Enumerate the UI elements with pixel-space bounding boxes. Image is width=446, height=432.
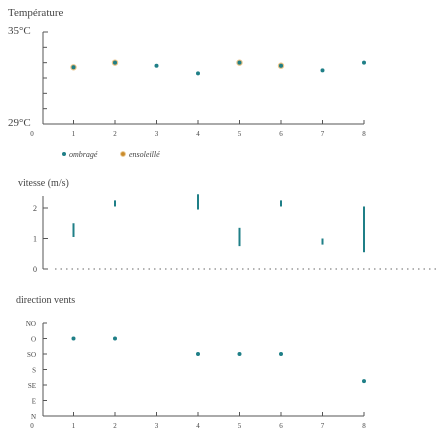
y-tick-label: 0 — [33, 265, 37, 274]
x-tick-label: 7 — [321, 130, 325, 138]
x-tick-label: 5 — [238, 422, 242, 430]
speed-title: vitesse (m/s) — [18, 178, 69, 189]
x-tick-label: 8 — [362, 130, 366, 138]
point-ombrage — [279, 63, 283, 68]
x-tick-label: 4 — [196, 130, 200, 138]
point-direction — [113, 336, 117, 341]
y-tick-label: SE — [28, 382, 36, 390]
point-ombrage — [362, 60, 366, 65]
x-tick-label: 3 — [155, 422, 159, 430]
x-tick-label: 5 — [238, 130, 242, 138]
x-tick-label: 0 — [30, 422, 34, 430]
temperature-ymax-label: 35°C — [8, 25, 31, 37]
point-ombrage — [71, 65, 76, 70]
point-ombrage — [237, 60, 242, 65]
point-direction — [71, 336, 76, 341]
x-tick-label: 1 — [72, 422, 76, 430]
direction-chart: direction vents NE SE S SO O NO 0 1 2 3 4 5 6 7 8 — [16, 295, 366, 430]
y-tick-label: 2 — [33, 204, 37, 213]
point-ombrage — [113, 60, 117, 65]
legend-marker-ombrage — [62, 152, 66, 156]
point-direction — [237, 352, 242, 356]
legend-label-ensoleille: ensoleillé — [129, 150, 160, 159]
x-tick-label: 8 — [362, 422, 366, 430]
point-direction — [196, 352, 200, 356]
temperature-chart: Température 35°C 29°C 0 1 2 3 4 5 6 7 8 ombragé … — [8, 7, 366, 159]
y-tick-label: SO — [27, 351, 36, 359]
y-tick-label: 1 — [33, 235, 37, 244]
x-tick-label: 1 — [72, 130, 76, 138]
temperature-title: Température — [8, 7, 64, 19]
x-tick-label: 2 — [113, 130, 117, 138]
y-tick-label: O — [31, 336, 36, 344]
x-tick-label: 6 — [279, 130, 283, 138]
y-tick-label: NO — [26, 320, 36, 328]
speed-chart: vitesse (m/s) 0 1 2 — [18, 178, 440, 274]
direction-title: direction vents — [16, 295, 75, 306]
x-tick-label: 4 — [196, 422, 200, 430]
x-tick-label: 2 — [113, 422, 117, 430]
legend-marker-ensoleille — [120, 151, 126, 157]
x-tick-label: 0 — [30, 130, 34, 138]
x-tick-label: 6 — [279, 422, 283, 430]
x-tick-label: 7 — [321, 422, 325, 430]
y-tick-label: N — [31, 413, 36, 421]
y-tick-label: S — [32, 367, 36, 375]
point-ombrage — [196, 71, 200, 76]
temperature-ymin-label: 29°C — [8, 117, 31, 129]
point-direction — [279, 352, 283, 356]
y-tick-label: E — [32, 398, 36, 406]
point-ombrage — [320, 68, 325, 73]
point-ombrage — [154, 63, 159, 68]
legend-label-ombrage: ombragé — [69, 150, 98, 159]
legend: ombragé ensoleillé — [62, 150, 160, 159]
x-tick-label: 3 — [155, 130, 159, 138]
point-direction — [362, 379, 366, 384]
